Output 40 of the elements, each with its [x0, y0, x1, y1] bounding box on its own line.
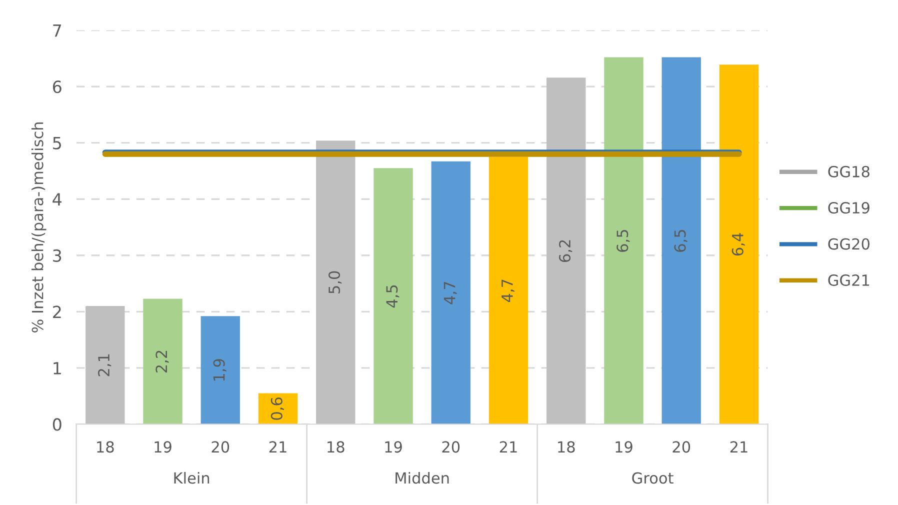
- x-tick-label: 18: [558, 441, 575, 453]
- y-tick-label: 5: [53, 137, 61, 150]
- x-tick-label: 20: [672, 441, 690, 453]
- x-tick-label: 18: [328, 441, 344, 453]
- data-label: 0,6: [270, 398, 284, 420]
- x-tick-label: 19: [154, 441, 172, 453]
- x-tick-label: 20: [442, 441, 460, 453]
- data-label: 4,5: [386, 285, 400, 308]
- data-label: 2,2: [156, 350, 169, 372]
- data-label: 1,9: [213, 359, 226, 381]
- legend-label: GG18: [828, 166, 870, 178]
- data-label: 6,5: [616, 230, 630, 252]
- y-tick-label: 7: [53, 24, 62, 37]
- x-tick-label: 19: [616, 441, 632, 453]
- data-label: 6,2: [558, 240, 572, 262]
- data-label: 6,4: [732, 233, 745, 256]
- y-axis-title: % Inzet beh/(para-)medisch: [31, 122, 46, 332]
- y-tick-label: 3: [53, 249, 62, 262]
- x-tick-label: 21: [730, 441, 748, 452]
- text: Klein: [174, 472, 210, 484]
- text: Midden: [396, 472, 449, 484]
- data-label: 4,7: [444, 282, 457, 304]
- y-tick-label: 6: [53, 80, 62, 94]
- data-label: 6,5: [674, 230, 688, 252]
- y-tick-label: 2: [53, 306, 61, 318]
- y-tick-label: 1: [54, 362, 61, 374]
- y-tick-label: 0: [52, 418, 62, 431]
- data-label: 2,1: [98, 354, 112, 376]
- y-tick-label: 4: [52, 193, 62, 206]
- x-tick-label: 18: [97, 441, 114, 453]
- legend-label: GG19: [828, 202, 870, 214]
- data-label: 4,7: [502, 280, 514, 302]
- x-tick-label: 19: [385, 441, 402, 453]
- x-tick-label: 21: [269, 441, 286, 452]
- x-tick-label: 21: [500, 441, 517, 452]
- legend-label: GG20: [828, 238, 870, 250]
- x-tick-label: 20: [212, 441, 230, 453]
- legend-label: GG21: [828, 274, 870, 286]
- data-label: 5,0: [328, 271, 342, 294]
- text: Groot: [632, 472, 674, 484]
